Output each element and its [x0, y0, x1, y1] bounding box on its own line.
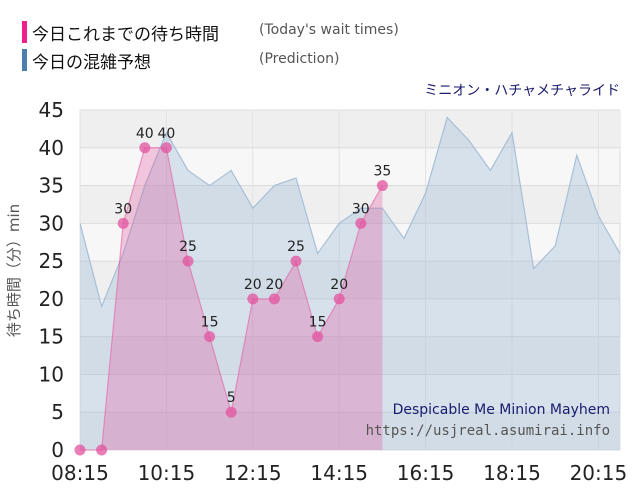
actual-data-label: 40 — [157, 126, 175, 142]
y-tick-label: 35 — [39, 174, 64, 198]
ride-name-ja: ミニオン・ハチャメチャライド — [424, 83, 620, 99]
y-tick-label: 20 — [39, 287, 64, 311]
site-url: https://usjreal.asumirai.info — [365, 423, 610, 439]
prediction-line — [79, 116, 621, 309]
x-tick-label: 18:15 — [483, 461, 541, 485]
actual-point — [312, 331, 324, 343]
actual-point — [204, 331, 216, 343]
y-tick-label: 0 — [51, 438, 64, 462]
legend-prediction-swatch — [22, 49, 27, 71]
x-tick-label: 16:15 — [397, 461, 455, 485]
y-tick-label: 25 — [39, 249, 64, 273]
legend-actual: 今日これまでの待ち時間 — [22, 20, 241, 45]
grid-band — [80, 261, 620, 299]
x-tick-label: 10:15 — [138, 461, 196, 485]
actual-data-label: 20 — [244, 277, 262, 293]
actual-point — [290, 255, 302, 267]
x-tick-label: 14:15 — [310, 461, 368, 485]
grid-band — [80, 412, 620, 450]
x-tick-label: 08:15 — [51, 461, 109, 485]
actual-point — [376, 180, 388, 192]
actual-data-label: 25 — [179, 239, 197, 255]
prediction-area — [80, 117, 620, 451]
y-tick-label: 30 — [39, 211, 64, 235]
actual-point — [225, 406, 237, 418]
legend-prediction-note: (Prediction) — [259, 51, 340, 67]
grid-band — [80, 185, 620, 224]
y-tick-label: 15 — [39, 325, 64, 349]
y-axis-label-box: 待ち時間（分）min — [2, 170, 26, 370]
x-tick-label: 20:15 — [570, 461, 628, 485]
actual-point — [117, 217, 129, 229]
legend-actual-label: 今日これまでの待ち時間 — [32, 24, 219, 45]
actual-data-label: 25 — [287, 239, 305, 255]
grid-band — [80, 110, 620, 148]
actual-data-label: 5 — [227, 390, 236, 406]
actual-point — [160, 142, 172, 154]
actual-point — [96, 444, 108, 456]
actual-data-label: 20 — [265, 277, 283, 293]
actual-data-label: 15 — [201, 315, 219, 331]
actual-point — [139, 142, 151, 154]
legend-prediction-label: 今日の混雑予想 — [32, 52, 151, 73]
actual-point — [74, 444, 86, 456]
grid-band — [80, 336, 620, 375]
y-tick-label: 45 — [39, 98, 64, 122]
actual-data-label: 30 — [352, 201, 370, 217]
ride-name-en: Despicable Me Minion Mayhem — [392, 402, 610, 418]
actual-point — [333, 293, 345, 305]
actual-area — [80, 147, 383, 450]
actual-data-label: 20 — [330, 277, 348, 293]
actual-data-label: 15 — [309, 315, 327, 331]
legend-prediction: 今日の混雑予想 — [22, 48, 173, 73]
x-tick-label: 12:15 — [224, 461, 282, 485]
actual-point — [268, 293, 280, 305]
y-tick-label: 10 — [39, 362, 64, 386]
actual-point — [355, 217, 367, 229]
actual-point — [247, 293, 259, 305]
y-axis-label: 待ち時間（分）min — [5, 203, 24, 337]
actual-data-label: 40 — [136, 126, 154, 142]
actual-data-label: 30 — [114, 201, 132, 217]
actual-point — [182, 255, 194, 267]
legend-actual-swatch — [22, 21, 27, 43]
y-tick-label: 5 — [51, 400, 64, 424]
legend-actual-note: (Today's wait times) — [259, 22, 399, 38]
actual-data-label: 35 — [373, 164, 391, 180]
y-tick-label: 40 — [39, 136, 64, 160]
